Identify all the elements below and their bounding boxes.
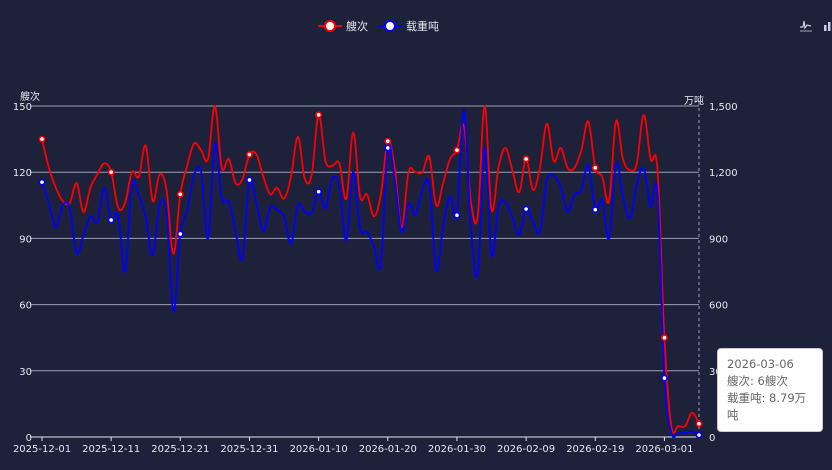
- data-point-marker: [384, 137, 392, 145]
- legend: 艘次 载重吨: [318, 18, 439, 34]
- data-point-marker: [107, 216, 115, 224]
- legend-red-line-icon: [318, 20, 342, 32]
- tooltip: 2026-03-06 艘次: 6艘次 载重吨: 8.79万吨: [717, 348, 823, 432]
- y-right-tick-label: 1,500: [709, 102, 738, 113]
- x-tick-label: 2025-12-01: [13, 444, 71, 455]
- data-point-marker: [107, 168, 115, 176]
- toolbox: [799, 18, 832, 32]
- tooltip-deadweight: 载重吨: 8.79万吨: [727, 391, 807, 422]
- line-chart-icon[interactable]: [799, 18, 813, 32]
- series-line-ship-count: [41, 105, 700, 434]
- y-left-tick-label: 60: [19, 301, 32, 312]
- data-point-marker: [661, 374, 668, 382]
- data-point-marker: [591, 164, 599, 172]
- data-point-marker: [453, 211, 461, 219]
- x-tick-label: 2025-12-21: [151, 444, 209, 455]
- y-right-tick-label: 1,200: [709, 168, 738, 179]
- data-point-marker: [591, 206, 599, 214]
- y-left-axis-name: 艘次: [20, 92, 40, 103]
- data-point-marker: [522, 205, 530, 213]
- x-tick-label: 2025-12-11: [82, 444, 140, 455]
- x-tick-label: 2026-01-20: [359, 444, 417, 455]
- y-left-tick-label: 90: [19, 234, 32, 245]
- data-point-marker: [661, 334, 668, 342]
- data-point-marker: [246, 176, 253, 184]
- series-line-deadweight: [41, 109, 700, 439]
- data-point-marker: [384, 144, 392, 152]
- y-left-tick-label: 0: [26, 433, 32, 444]
- data-point-marker: [176, 230, 184, 238]
- data-point-marker: [38, 135, 46, 143]
- x-tick-label: 2025-12-31: [220, 444, 278, 455]
- y-right-axis-name: 万吨: [684, 96, 704, 107]
- data-point-marker: [453, 146, 461, 154]
- data-point-marker: [315, 188, 323, 196]
- legend-label: 艘次: [346, 20, 368, 33]
- data-point-marker: [38, 178, 46, 186]
- legend-label: 载重吨: [406, 20, 439, 33]
- legend-item-deadweight[interactable]: 载重吨: [378, 18, 439, 34]
- x-tick-label: 2026-03-01: [635, 444, 693, 455]
- legend-item-ship-count[interactable]: 艘次: [318, 18, 368, 34]
- x-tick-label: 2026-01-10: [290, 444, 348, 455]
- y-left-tick-label: 150: [13, 102, 32, 113]
- x-tick-label: 2026-02-09: [497, 444, 555, 455]
- data-point-marker: [695, 420, 703, 428]
- x-tick-label: 2026-02-19: [566, 444, 624, 455]
- y-right-tick-label: 900: [709, 234, 728, 245]
- y-right-tick-label: 0: [709, 433, 715, 444]
- data-point-marker: [176, 190, 184, 198]
- tooltip-date: 2026-03-06: [727, 357, 794, 371]
- y-left-tick-label: 30: [19, 367, 32, 378]
- x-tick-label: 2026-01-30: [428, 444, 486, 455]
- y-right-tick-label: 600: [709, 301, 728, 312]
- bar-chart-icon[interactable]: [823, 18, 832, 32]
- legend-blue-line-icon: [378, 20, 402, 32]
- tooltip-ship-count: 艘次: 6艘次: [727, 374, 788, 388]
- data-point-marker: [246, 151, 253, 158]
- y-left-tick-label: 120: [13, 168, 32, 179]
- data-point-marker: [315, 111, 323, 119]
- data-point-marker: [695, 431, 703, 439]
- grid-lines: [30, 105, 699, 438]
- data-point-marker: [522, 155, 530, 163]
